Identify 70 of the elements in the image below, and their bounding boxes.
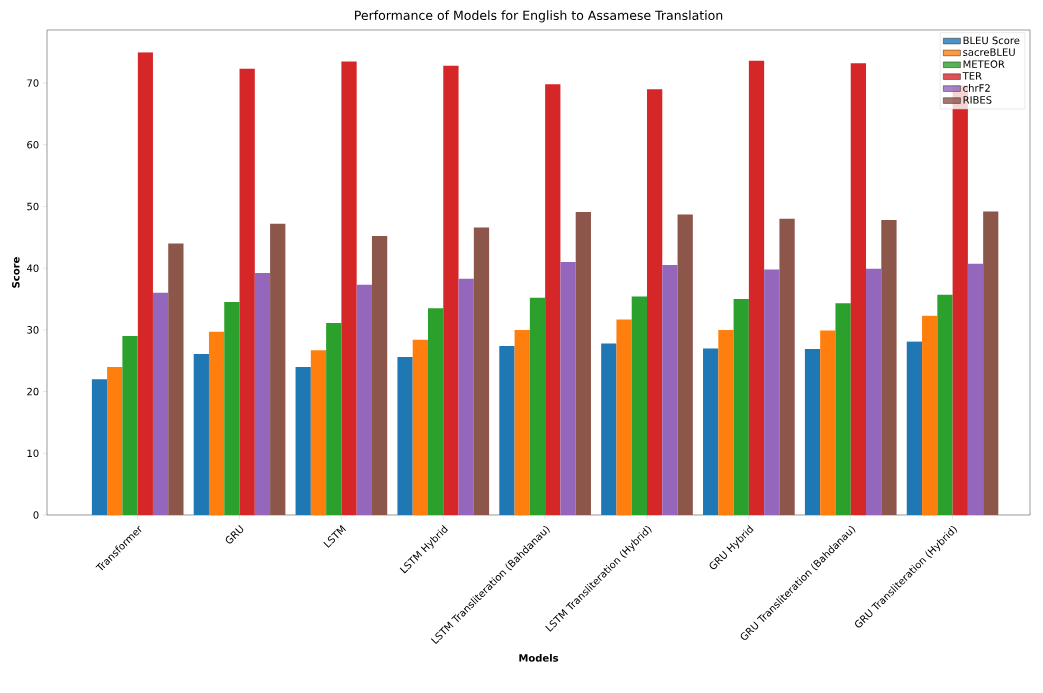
bar — [983, 211, 999, 515]
bar — [718, 329, 734, 515]
bar — [473, 227, 490, 515]
y-tick-label: 70 — [27, 79, 39, 87]
bar — [601, 343, 617, 515]
bar — [560, 262, 576, 515]
y-tick-label: 40 — [26, 264, 39, 272]
y-tick-label: 60 — [27, 140, 39, 149]
bar — [662, 265, 678, 515]
bar — [341, 61, 357, 515]
bar — [122, 336, 138, 515]
bar — [922, 315, 938, 515]
bar — [295, 366, 311, 515]
y-tick-label: 30 — [27, 326, 39, 334]
bar — [575, 212, 591, 515]
bar — [616, 319, 632, 515]
bar — [239, 68, 255, 515]
bar — [397, 357, 413, 515]
bar — [326, 323, 342, 515]
bar — [514, 329, 530, 515]
bar — [371, 236, 388, 515]
bar — [91, 379, 108, 515]
bar — [866, 268, 882, 515]
bar — [137, 52, 153, 515]
legend-label: BLEU Score — [963, 36, 1020, 45]
bar — [677, 214, 693, 515]
bar — [764, 269, 780, 515]
bar — [703, 348, 719, 515]
bar — [254, 273, 271, 515]
bar — [804, 349, 821, 515]
y-tick-label: 0 — [33, 511, 39, 519]
bar — [224, 302, 240, 515]
legend-label: RIBES — [963, 96, 992, 104]
bar — [748, 60, 765, 515]
legend-label: chrF2 — [963, 84, 990, 92]
bar — [937, 294, 953, 515]
bar — [152, 292, 169, 515]
bar — [835, 303, 851, 515]
bar — [168, 243, 184, 515]
bar — [193, 353, 209, 515]
bar — [881, 220, 897, 515]
bar — [850, 63, 867, 515]
bar — [529, 297, 546, 515]
bar — [458, 278, 474, 515]
bar — [499, 345, 515, 515]
legend-label: sacreBLEU — [963, 48, 1015, 56]
bar — [107, 366, 123, 515]
bar — [820, 330, 836, 515]
x-axis-title: Models — [519, 653, 559, 662]
bar — [427, 308, 444, 515]
chart-title: Performance of Models for English to Assamese Translation — [355, 10, 723, 23]
bar — [545, 84, 561, 515]
bar — [443, 65, 459, 515]
legend-label: TER — [962, 72, 982, 80]
bar — [967, 263, 984, 515]
bar — [779, 218, 795, 515]
bar — [631, 296, 647, 515]
y-axis-title: Score — [12, 257, 20, 288]
bar — [310, 350, 327, 515]
y-tick-label: 20 — [27, 387, 39, 396]
legend-label: METEOR — [963, 60, 1005, 68]
bar — [906, 341, 923, 515]
bar — [208, 331, 225, 515]
bar — [733, 299, 749, 515]
bar — [270, 223, 286, 515]
y-tick-label: 50 — [27, 202, 39, 211]
bar — [647, 89, 663, 515]
y-tick-label: 10 — [27, 449, 39, 458]
bar — [356, 284, 372, 515]
bar — [412, 339, 428, 515]
